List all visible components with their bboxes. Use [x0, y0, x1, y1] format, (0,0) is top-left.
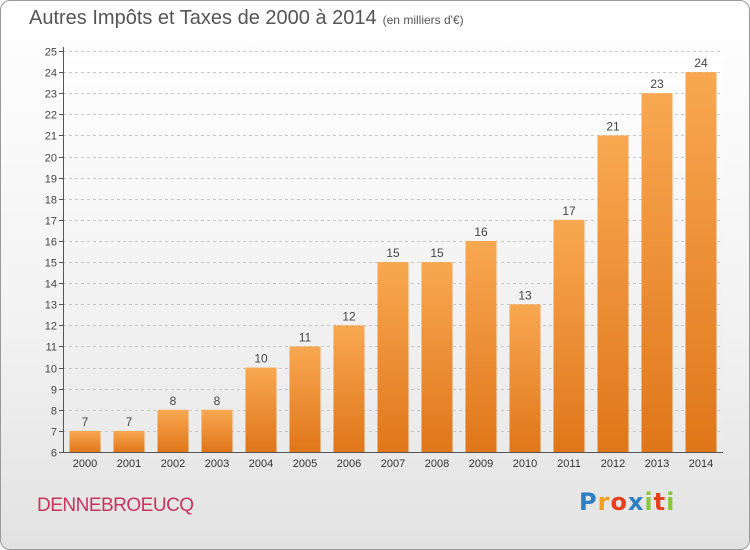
data-label: 17 [562, 204, 576, 218]
bar [597, 135, 629, 452]
bar [421, 262, 453, 452]
y-tick-label: 20 [45, 153, 57, 165]
x-tick-label: 2007 [381, 458, 405, 470]
data-label: 23 [650, 77, 664, 91]
data-label: 24 [694, 56, 708, 70]
bar [465, 240, 497, 452]
bar [377, 262, 409, 452]
data-label: 13 [518, 288, 532, 302]
y-tick-label: 25 [45, 47, 57, 59]
bar [289, 346, 321, 452]
y-tick-label: 19 [45, 174, 57, 186]
chart-title-block: Autres Impôts et Taxes de 2000 à 2014 (en… [29, 7, 464, 30]
y-tick-label: 24 [45, 68, 57, 80]
bar [245, 367, 277, 452]
data-label: 16 [474, 225, 488, 239]
data-label: 15 [386, 246, 400, 260]
x-tick-label: 2013 [645, 458, 669, 470]
x-tick-label: 2000 [73, 458, 97, 470]
y-tick-label: 9 [51, 385, 57, 397]
data-label: 21 [606, 119, 620, 133]
y-tick-label: 11 [46, 342, 57, 354]
logo-letter: x [627, 488, 645, 516]
logo-letter: t [653, 488, 667, 516]
x-tick-label: 2011 [557, 458, 581, 470]
y-tick-label: 7 [51, 427, 57, 439]
x-tick-label: 2012 [601, 458, 625, 470]
x-tick-label: 2009 [469, 458, 493, 470]
chart-subtitle: (en milliers d'€) [382, 13, 464, 27]
y-tick-label: 16 [45, 237, 57, 249]
x-tick-label: 2005 [293, 458, 317, 470]
chart-title: Autres Impôts et Taxes de 2000 à 2014 [29, 7, 377, 29]
y-tick-label: 13 [45, 300, 57, 312]
logo-letter: P [579, 488, 598, 516]
y-tick-label: 8 [51, 406, 57, 418]
proxiti-logo: Proxiti [579, 488, 675, 516]
y-tick-label: 22 [45, 110, 57, 122]
x-tick-label: 2002 [161, 458, 185, 470]
bar [685, 72, 717, 453]
commune-name: DENNEBROEUCQ [37, 495, 194, 516]
x-tick-label: 2014 [689, 458, 713, 470]
x-tick-label: 2008 [425, 458, 449, 470]
bar [509, 304, 541, 452]
data-label: 8 [170, 394, 177, 408]
x-tick-label: 2006 [337, 458, 361, 470]
logo-letter: r [597, 488, 611, 516]
y-tick-label: 12 [45, 321, 57, 333]
y-tick-label: 21 [45, 131, 57, 143]
bar [69, 430, 101, 452]
bars: 7 7 8 8 10 11 12 15 15 16 13 17 21 23 24 [69, 56, 717, 453]
x-tick-label: 2004 [249, 458, 273, 470]
logo-letter: o [610, 488, 628, 516]
bar [553, 219, 585, 452]
bar [113, 430, 145, 452]
y-tick-label: 10 [45, 364, 57, 376]
y-tick-label: 14 [45, 279, 57, 291]
x-tick-label: 2001 [117, 458, 141, 470]
axes: 6 7 8 9 10 11 12 13 14 15 16 17 18 19 20 21 22 23 24 25 2000… [45, 47, 723, 470]
bar [641, 93, 673, 453]
data-label: 7 [126, 415, 133, 429]
y-tick-label: 18 [45, 195, 57, 207]
data-label: 15 [430, 246, 444, 260]
data-label: 12 [342, 309, 356, 323]
logo-letter: i [644, 488, 654, 516]
y-tick-label: 17 [45, 216, 57, 228]
data-label: 7 [82, 415, 89, 429]
logo-letter: i [666, 488, 676, 516]
bar [157, 409, 189, 452]
data-label: 11 [299, 330, 312, 344]
y-tick-label: 15 [45, 258, 57, 270]
bar [333, 325, 365, 452]
data-label: 8 [214, 394, 221, 408]
y-tick-label: 23 [45, 89, 57, 101]
y-tick-label: 6 [51, 448, 57, 460]
x-tick-label: 2010 [513, 458, 537, 470]
x-tick-label: 2003 [205, 458, 229, 470]
bar [201, 409, 233, 452]
data-label: 10 [254, 352, 268, 366]
